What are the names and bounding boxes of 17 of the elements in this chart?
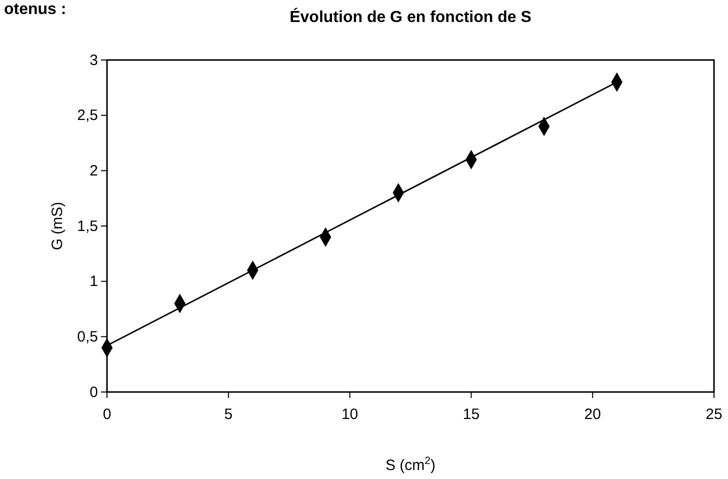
y-tick-label: 2 <box>90 162 98 180</box>
y-axis-title: G (mS) <box>49 202 66 250</box>
x-tick-label: 25 <box>706 406 722 423</box>
x-tick-label: 15 <box>462 406 480 423</box>
y-tick-label: 2,5 <box>77 107 98 124</box>
y-tick-label: 1,5 <box>77 218 98 235</box>
x-tick-label: 10 <box>341 406 358 423</box>
x-tick-label: 0 <box>102 406 112 423</box>
y-tick-label: 0,5 <box>77 328 98 346</box>
x-tick-label: 5 <box>224 406 233 423</box>
chart-title: Évolution de G en fonction de S <box>290 7 532 26</box>
y-tick-label: 3 <box>90 52 98 69</box>
y-tick-label: 0 <box>90 384 98 401</box>
text: otenus : <box>4 1 66 18</box>
y-tick-label: 1 <box>90 273 98 290</box>
x-tick-label: 20 <box>584 406 601 423</box>
x-axis-title: S (cm$^{2}$) <box>385 455 436 474</box>
